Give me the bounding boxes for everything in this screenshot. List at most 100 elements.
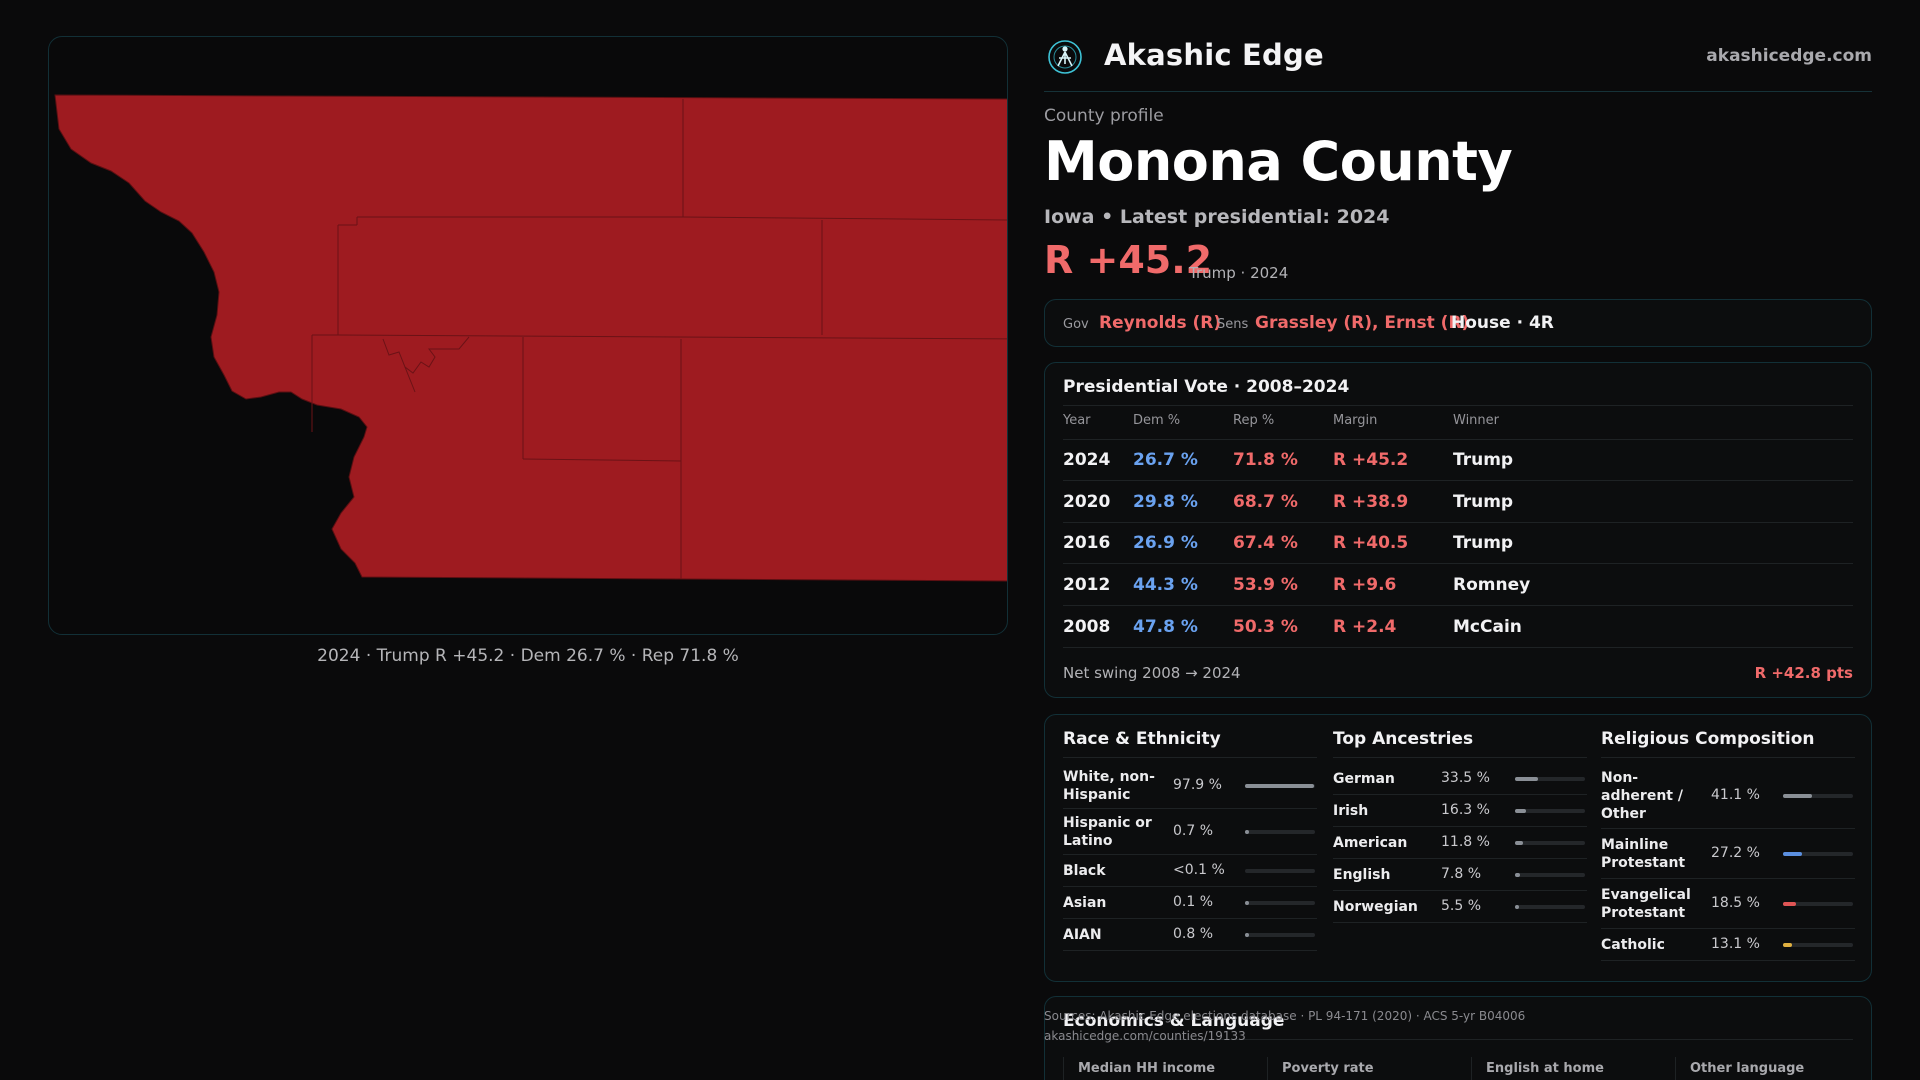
table-row[interactable]: 2008 47.8 % 50.3 % R +2.4 McCain	[1063, 607, 1853, 648]
sources-link[interactable]: akashicedge.com/counties/19133	[1044, 1029, 1246, 1043]
row-rep: 71.8 %	[1233, 450, 1298, 470]
divider	[1063, 405, 1853, 406]
list-item[interactable]: Evangelical Protestant 18.5 %	[1601, 879, 1855, 929]
list-item[interactable]: Non-adherent / Other 41.1 %	[1601, 763, 1855, 829]
item-bar-track	[1245, 830, 1315, 834]
county-map-panel[interactable]	[48, 36, 1008, 635]
row-margin: R +40.5	[1333, 533, 1409, 553]
list-item[interactable]: Asian 0.1 %	[1063, 887, 1317, 919]
item-bar-fill	[1783, 902, 1796, 906]
item-value: <0.1 %	[1173, 862, 1225, 878]
item-bar-fill	[1515, 809, 1526, 813]
divider	[1333, 757, 1587, 758]
list-item[interactable]: White, non-Hispanic 97.9 %	[1063, 763, 1317, 809]
item-bar-fill	[1245, 784, 1314, 788]
row-rep: 53.9 %	[1233, 575, 1298, 595]
row-rep: 67.4 %	[1233, 533, 1298, 553]
presidential-vote-card: Presidential Vote · 2008–2024 Year Dem %…	[1044, 362, 1872, 698]
township-boundaries	[311, 99, 1007, 579]
row-margin: R +2.4	[1333, 617, 1397, 637]
governor-value[interactable]: Reynolds (R)	[1099, 313, 1222, 333]
list-item[interactable]: Norwegian 5.5 %	[1333, 891, 1587, 923]
item-label: Evangelical Protestant	[1601, 887, 1691, 921]
list-item[interactable]: English 7.8 %	[1333, 859, 1587, 891]
senators-value[interactable]: Grassley (R), Ernst (R)	[1255, 313, 1470, 333]
item-label: Mainline Protestant	[1601, 837, 1686, 871]
row-year: 2008	[1063, 617, 1111, 637]
table-row[interactable]: 2016 26.9 % 67.4 % R +40.5 Trump	[1063, 523, 1853, 564]
item-bar-track	[1783, 943, 1853, 947]
item-bar-track	[1515, 905, 1585, 909]
row-year: 2012	[1063, 575, 1111, 595]
item-value: 0.7 %	[1173, 823, 1214, 839]
item-bar-fill	[1245, 901, 1249, 905]
religion-title: Religious Composition	[1601, 729, 1815, 749]
divider	[1063, 1039, 1853, 1040]
row-rep: 68.7 %	[1233, 492, 1298, 512]
row-winner: Trump	[1453, 492, 1514, 512]
col-rep: Rep %	[1233, 413, 1275, 428]
ancestries-title: Top Ancestries	[1333, 729, 1474, 749]
table-row[interactable]: 2012 44.3 % 53.9 % R +9.6 Romney	[1063, 565, 1853, 606]
econ-poverty-rate: Poverty rate	[1267, 1057, 1471, 1080]
row-margin: R +9.6	[1333, 575, 1397, 595]
item-bar-track	[1515, 873, 1585, 877]
item-label: German	[1333, 771, 1395, 787]
sources-line: Sources: Akashic Edge elections database…	[1044, 1009, 1526, 1023]
item-bar-track	[1245, 869, 1315, 873]
row-year: 2016	[1063, 533, 1111, 553]
akashic-logo-icon[interactable]	[1046, 38, 1084, 76]
row-year: 2024	[1063, 450, 1111, 470]
row-year: 2020	[1063, 492, 1111, 512]
item-label: White, non-Hispanic	[1063, 769, 1155, 803]
item-bar-track	[1783, 902, 1853, 906]
item-bar-fill	[1783, 852, 1802, 856]
county-map	[54, 94, 1008, 582]
item-bar-fill	[1245, 933, 1249, 937]
list-item[interactable]: Black <0.1 %	[1063, 855, 1317, 887]
list-item[interactable]: Catholic 13.1 %	[1601, 929, 1855, 961]
race-ethnicity-section: Race & Ethnicity White, non-Hispanic 97.9…	[1063, 715, 1317, 983]
table-row[interactable]: 2020 29.8 % 68.7 % R +38.9 Trump	[1063, 482, 1853, 523]
row-dem: 44.3 %	[1133, 575, 1198, 595]
officials-card: Gov Reynolds (R) Sens Grassley (R), Erns…	[1044, 299, 1872, 347]
row-margin: R +45.2	[1333, 450, 1409, 470]
presidential-title: Presidential Vote · 2008–2024	[1063, 377, 1350, 397]
table-row[interactable]: 2024 26.7 % 71.8 % R +45.2 Trump	[1063, 440, 1853, 481]
item-value: 97.9 %	[1173, 777, 1222, 793]
item-label: Hispanic or Latino	[1063, 815, 1152, 849]
divider	[1601, 757, 1855, 758]
item-bar-fill	[1783, 943, 1792, 947]
row-winner: Trump	[1453, 533, 1514, 553]
page-eyebrow: County profile	[1044, 106, 1164, 126]
row-winner: McCain	[1453, 617, 1522, 637]
list-item[interactable]: Hispanic or Latino 0.7 %	[1063, 809, 1317, 855]
ancestries-section: Top Ancestries German 33.5 % Irish 16.3 % Am…	[1333, 715, 1587, 983]
sources-footer: Sources: Akashic Edge elections database…	[1044, 1006, 1525, 1046]
list-item[interactable]: AIAN 0.8 %	[1063, 919, 1317, 951]
site-url-link[interactable]: akashicedge.com	[1706, 46, 1872, 66]
item-bar-fill	[1515, 905, 1519, 909]
item-value: 7.8 %	[1441, 866, 1482, 882]
list-item[interactable]: German 33.5 %	[1333, 763, 1587, 795]
house-value[interactable]: House · 4R	[1451, 313, 1554, 333]
item-label: Black	[1063, 863, 1106, 879]
item-value: 0.8 %	[1173, 926, 1214, 942]
list-item[interactable]: Irish 16.3 %	[1333, 795, 1587, 827]
row-dem: 26.7 %	[1133, 450, 1198, 470]
brand-name[interactable]: Akashic Edge	[1104, 38, 1324, 72]
item-value: 0.1 %	[1173, 894, 1214, 910]
col-dem: Dem %	[1133, 413, 1181, 428]
econ-label: English at home	[1486, 1061, 1604, 1076]
county-shape[interactable]	[54, 94, 1008, 582]
net-swing-value: R +42.8 pts	[1754, 664, 1853, 682]
county-details: Akashic Edge akashicedge.com County prof…	[1044, 0, 1872, 1080]
list-item[interactable]: Mainline Protestant 27.2 %	[1601, 829, 1855, 879]
econ-label: Poverty rate	[1282, 1061, 1374, 1076]
item-value: 11.8 %	[1441, 834, 1490, 850]
item-bar-track	[1515, 777, 1585, 781]
economics-card: Economics & Language Median HH income Po…	[1044, 996, 1872, 1080]
econ-label: Median HH income	[1078, 1061, 1216, 1076]
list-item[interactable]: American 11.8 %	[1333, 827, 1587, 859]
